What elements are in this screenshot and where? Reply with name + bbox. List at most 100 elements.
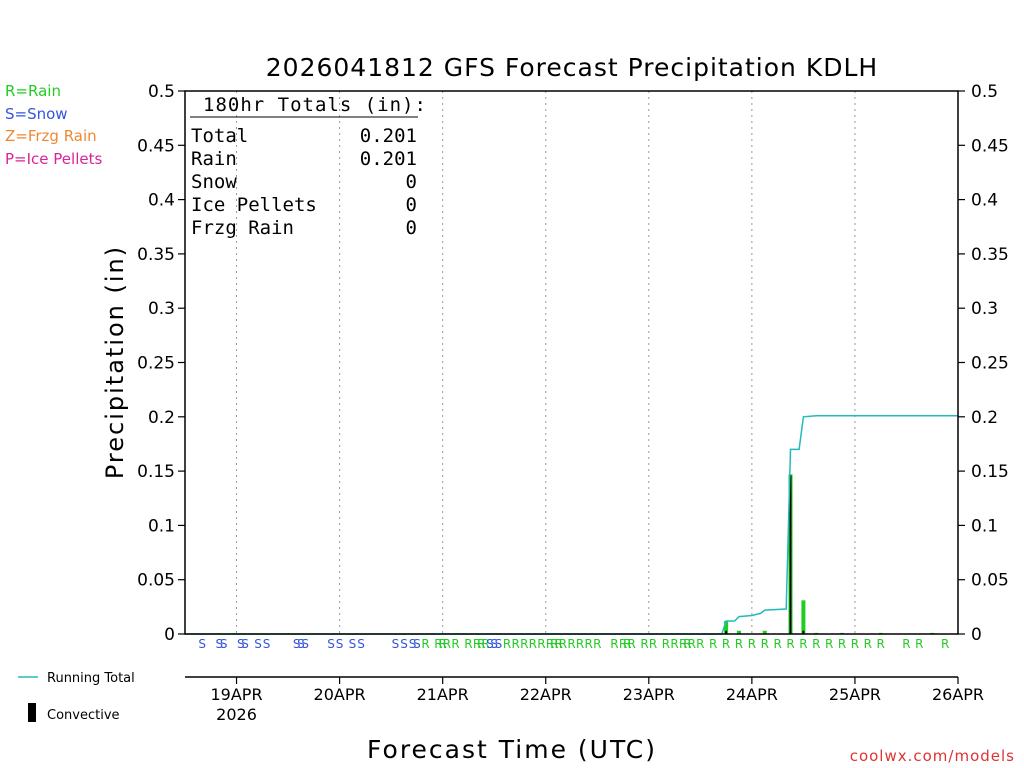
- totals-label-snow: Snow: [191, 171, 237, 193]
- x-axis-label: Forecast Time (UTC): [367, 735, 657, 764]
- precip-type-marker-19: R: [434, 637, 442, 651]
- precip-type-marker-67: R: [864, 637, 872, 651]
- y-tick-label-right-6: 0.3: [971, 299, 998, 319]
- precip-bars: [724, 474, 935, 634]
- precip-type-marker-6: S: [263, 637, 271, 651]
- precip-bar-4: [801, 600, 806, 634]
- convective-legend-label: Convective: [47, 708, 120, 723]
- y-tick-label-right-7: 0.35: [971, 245, 1009, 265]
- precip-type-marker-62: R: [799, 637, 807, 651]
- convective-legend-swatch: [28, 703, 36, 722]
- precip-type-marker-17: S: [413, 637, 421, 651]
- credit-text: coolwx.com/models: [850, 747, 1015, 765]
- totals-label-frzg-rain: Frzg Rain: [191, 217, 294, 239]
- precip-type-marker-12: S: [349, 637, 357, 651]
- precip-type-marker-63: R: [812, 637, 820, 651]
- totals-label-ice-pellets: Ice Pellets: [191, 194, 317, 216]
- totals-value-snow: 0: [406, 171, 417, 193]
- precip-type-marker-16: S: [409, 637, 417, 651]
- precip-type-marker-51: R: [679, 637, 687, 651]
- precip-type-marker-54: R: [696, 637, 704, 651]
- precip-type-marker-26: R: [481, 637, 489, 651]
- precip-type-marker-46: R: [627, 637, 635, 651]
- precip-type-marker-30: R: [503, 637, 511, 651]
- precip-type-marker-68: R: [877, 637, 885, 651]
- precip-type-marker-25: R: [477, 637, 485, 651]
- precip-type-marker-38: R: [559, 637, 567, 651]
- precip-type-marker-60: R: [773, 637, 781, 651]
- y-tick-label-right-9: 0.45: [971, 136, 1009, 156]
- precip-type-marker-23: R: [464, 637, 472, 651]
- y-tick-label-left-1: 0.05: [137, 571, 175, 591]
- precip-type-marker-40: R: [576, 637, 584, 651]
- precip-bar-1: [736, 630, 741, 634]
- precip-type-marker-58: R: [748, 637, 756, 651]
- running-total-legend-label: Running Total: [47, 671, 135, 686]
- precip-type-marker-41: R: [585, 637, 593, 651]
- totals-heading: 180hr Totals (in):: [203, 94, 427, 116]
- precip-type-marker-43: R: [610, 637, 618, 651]
- y-tick-label-right-4: 0.2: [971, 408, 998, 428]
- precip-type-marker-50: R: [670, 637, 678, 651]
- precip-type-marker-20: R: [438, 637, 446, 651]
- precip-bar-0: [724, 620, 729, 634]
- y-tick-label-right-8: 0.4: [971, 191, 998, 211]
- precip-type-marker-47: R: [640, 637, 648, 651]
- y-tick-label-right-0: 0: [971, 625, 982, 645]
- precip-type-marker-21: R: [443, 637, 451, 651]
- x-tick-label-2: 21APR: [417, 685, 469, 704]
- precip-type-marker-8: S: [297, 637, 305, 651]
- precip-type-marker-7: S: [293, 637, 301, 651]
- totals-box: 180hr Totals (in): Total 0.201 Rain 0.20…: [190, 94, 427, 239]
- precip-type-marker-35: R: [546, 637, 554, 651]
- x-tick-label-0: 19APR: [210, 685, 262, 704]
- y-tick-label-right-5: 0.25: [971, 354, 1009, 374]
- precip-type-marker-36: R: [550, 637, 558, 651]
- precip-type-marker-28: S: [490, 637, 498, 651]
- precip-type-marker-53: R: [688, 637, 696, 651]
- series-legend: Running Total Convective: [18, 671, 135, 723]
- precip-type-marker-13: S: [357, 637, 365, 651]
- type-legend-frzg-rain: Z=Frzg Rain: [5, 127, 97, 145]
- convective-bar-2: [802, 630, 805, 634]
- totals-value-frzg-rain: 0: [406, 217, 417, 239]
- precip-type-marker-55: R: [709, 637, 717, 651]
- precip-type-marker-29: S: [495, 637, 503, 651]
- type-legend-rain: R=Rain: [5, 82, 61, 100]
- y-tick-label-left-2: 0.1: [148, 516, 175, 536]
- precip-type-marker-32: R: [520, 637, 528, 651]
- plot-frame: [184, 90, 959, 635]
- x-tick-label-1: 20APR: [314, 685, 366, 704]
- y-tick-label-left-6: 0.3: [148, 299, 175, 319]
- precip-type-marker-1: S: [216, 637, 224, 651]
- precip-type-marker-57: R: [735, 637, 743, 651]
- totals-value-ice-pellets: 0: [406, 194, 417, 216]
- precip-type-marker-10: S: [327, 637, 335, 651]
- precip-type-marker-64: R: [825, 637, 833, 651]
- y-axis-label: Precipitation (in): [101, 245, 129, 479]
- y-tick-label-left-8: 0.4: [148, 191, 175, 211]
- precip-type-marker-49: R: [662, 637, 670, 651]
- precip-type-marker-65: R: [838, 637, 846, 651]
- y-tick-label-left-10: 0.5: [148, 82, 175, 102]
- precip-type-marker-15: S: [400, 637, 408, 651]
- precip-type-marker-33: R: [529, 637, 537, 651]
- precip-type-marker-4: S: [241, 637, 249, 651]
- precip-type-marker-27: S: [486, 637, 494, 651]
- precip-type-marker-9: S: [301, 637, 309, 651]
- precip-type-marker-31: R: [512, 637, 520, 651]
- x-tick-label-4: 23APR: [623, 685, 675, 704]
- precip-type-marker-37: R: [554, 637, 562, 651]
- precip-type-marker-59: R: [761, 637, 769, 651]
- y-tick-label-left-3: 0.15: [137, 462, 175, 482]
- precip-type-marker-2: S: [220, 637, 228, 651]
- y-tick-label-right-2: 0.1: [971, 516, 998, 536]
- convective-bars: [725, 475, 805, 634]
- x-tick-label-6: 25APR: [829, 685, 881, 704]
- precip-type-marker-52: R: [683, 637, 691, 651]
- precip-type-marker-48: R: [649, 637, 657, 651]
- type-legend-snow: S=Snow: [5, 105, 68, 123]
- y-tick-label-right-3: 0.15: [971, 462, 1009, 482]
